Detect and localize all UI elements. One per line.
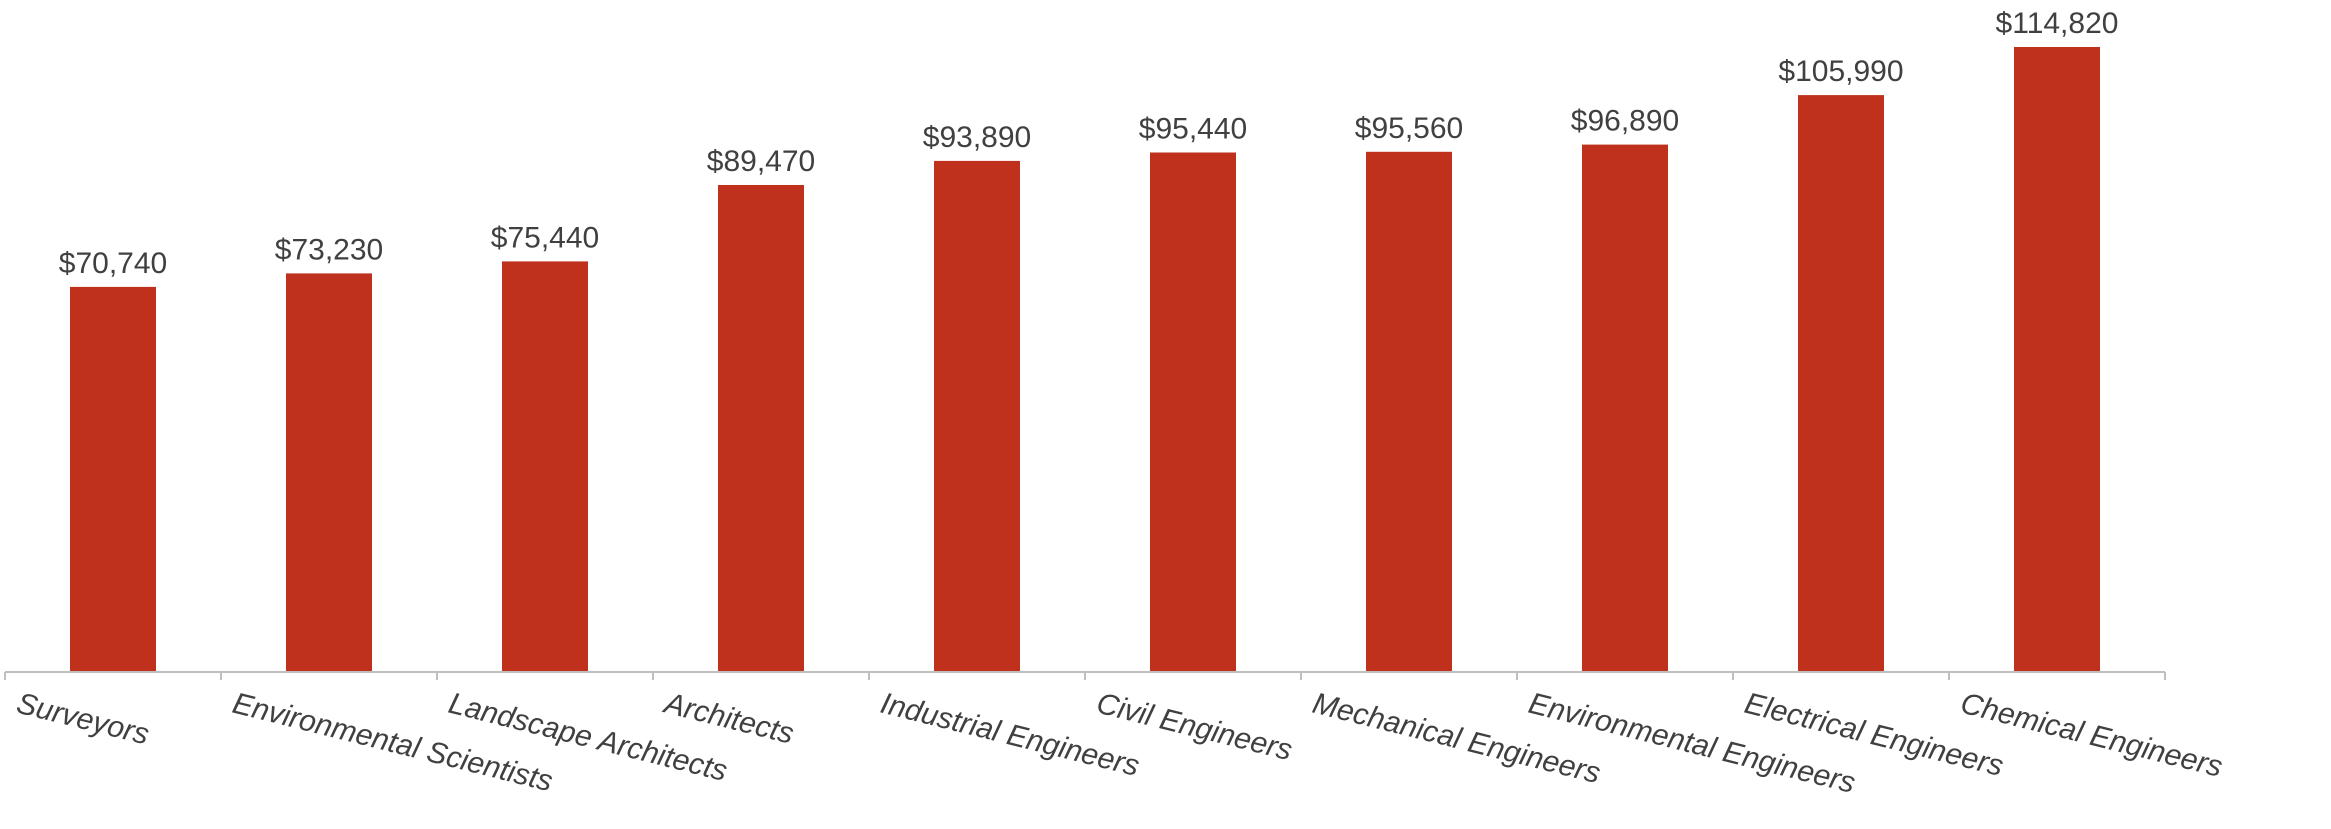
x-tick-label: Architects — [659, 686, 797, 750]
bar-value-label: $73,230 — [275, 233, 383, 266]
bar — [1798, 95, 1884, 673]
bar-value-label: $105,990 — [1778, 55, 1903, 88]
bar-value-label: $93,890 — [923, 121, 1031, 154]
bar — [1582, 144, 1668, 673]
bar — [2014, 47, 2100, 672]
bar — [934, 160, 1020, 672]
bar — [70, 286, 156, 672]
bar-value-label: $95,560 — [1355, 112, 1463, 145]
value-labels-group: $70,740 $73,230 $75,440 $89,470 $93,890 $95,4… — [59, 7, 2119, 280]
bar — [502, 261, 588, 672]
category-labels-group: Surveyors Environmental ScientistsLandsca… — [13, 686, 2225, 800]
bar-value-label: $95,440 — [1139, 113, 1247, 146]
bar-value-label: $114,820 — [1996, 7, 2119, 40]
bars-group — [70, 47, 2100, 673]
x-axis — [4, 671, 2166, 680]
bar-value-label: $89,470 — [707, 145, 815, 178]
bar-value-label: $75,440 — [491, 221, 599, 254]
bar-value-label: $96,890 — [1571, 105, 1679, 138]
bar — [1366, 151, 1452, 673]
bar-value-label: $70,740 — [59, 247, 167, 280]
x-tick-label: Surveyors — [13, 687, 152, 752]
bar — [286, 273, 372, 672]
bar — [1150, 152, 1236, 672]
bar — [718, 185, 804, 672]
